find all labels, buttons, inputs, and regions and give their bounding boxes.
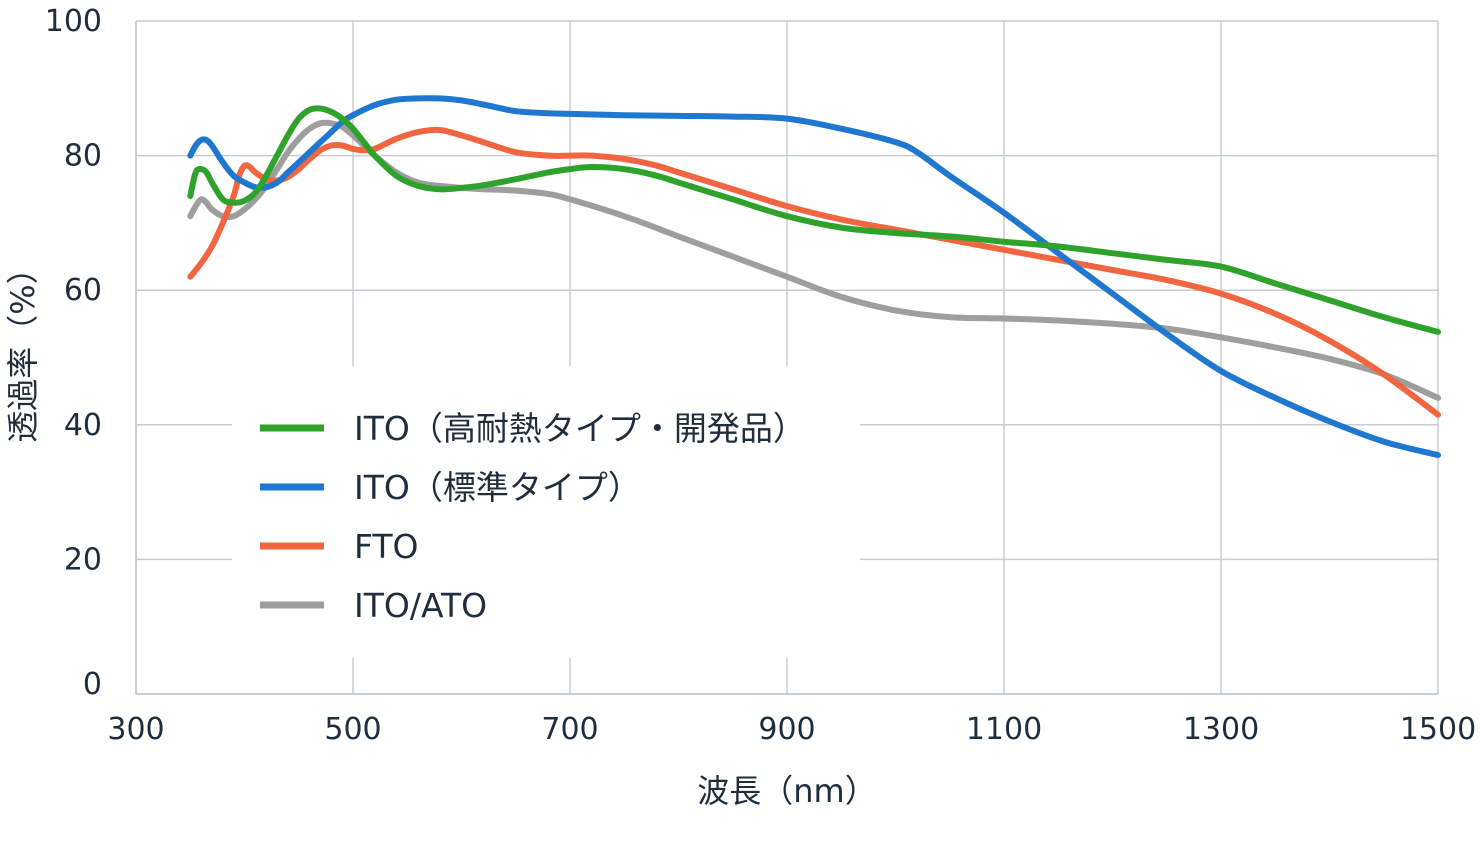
y-tick-label: 20 xyxy=(64,542,102,577)
axes xyxy=(135,21,1438,695)
y-tick-label: 40 xyxy=(64,408,102,443)
series-lines xyxy=(187,95,1441,459)
x-tick-label: 1100 xyxy=(966,712,1042,747)
legend-label-fto: FTO xyxy=(354,527,419,566)
series-line-ito-standard xyxy=(187,95,1441,459)
y-tick-label: 100 xyxy=(45,4,102,39)
y-tick-label: 60 xyxy=(64,273,102,308)
legend-label-ito-ato: ITO/ATO xyxy=(354,586,487,625)
y-tick-label: 0 xyxy=(83,667,102,702)
y-tick-label: 80 xyxy=(64,139,102,174)
x-tick-label: 700 xyxy=(541,712,598,747)
y-axis-title: 透過率（%） xyxy=(4,252,42,442)
x-axis-title: 波長（nm） xyxy=(697,772,876,810)
series-line-fto xyxy=(187,126,1441,418)
legend-label-ito-standard: ITO（標準タイプ） xyxy=(354,468,641,507)
x-tick-label: 500 xyxy=(324,712,381,747)
legend-background xyxy=(232,366,860,658)
x-tick-label: 1300 xyxy=(1183,712,1259,747)
legend: ITO（高耐熱タイプ・開発品） ITO（標準タイプ） FTO ITO/ATO xyxy=(232,366,860,658)
tick-labels: 0 20 40 60 80 100 300 500 700 900 1100 1300 1500 xyxy=(45,4,1476,747)
series-line-ito-high-heat xyxy=(187,105,1441,335)
x-tick-label: 1500 xyxy=(1400,712,1476,747)
series-line-ito-ato xyxy=(187,119,1441,401)
legend-label-ito-high-heat: ITO（高耐熱タイプ・開発品） xyxy=(354,409,806,448)
x-tick-label: 900 xyxy=(758,712,815,747)
x-tick-label: 300 xyxy=(107,712,164,747)
